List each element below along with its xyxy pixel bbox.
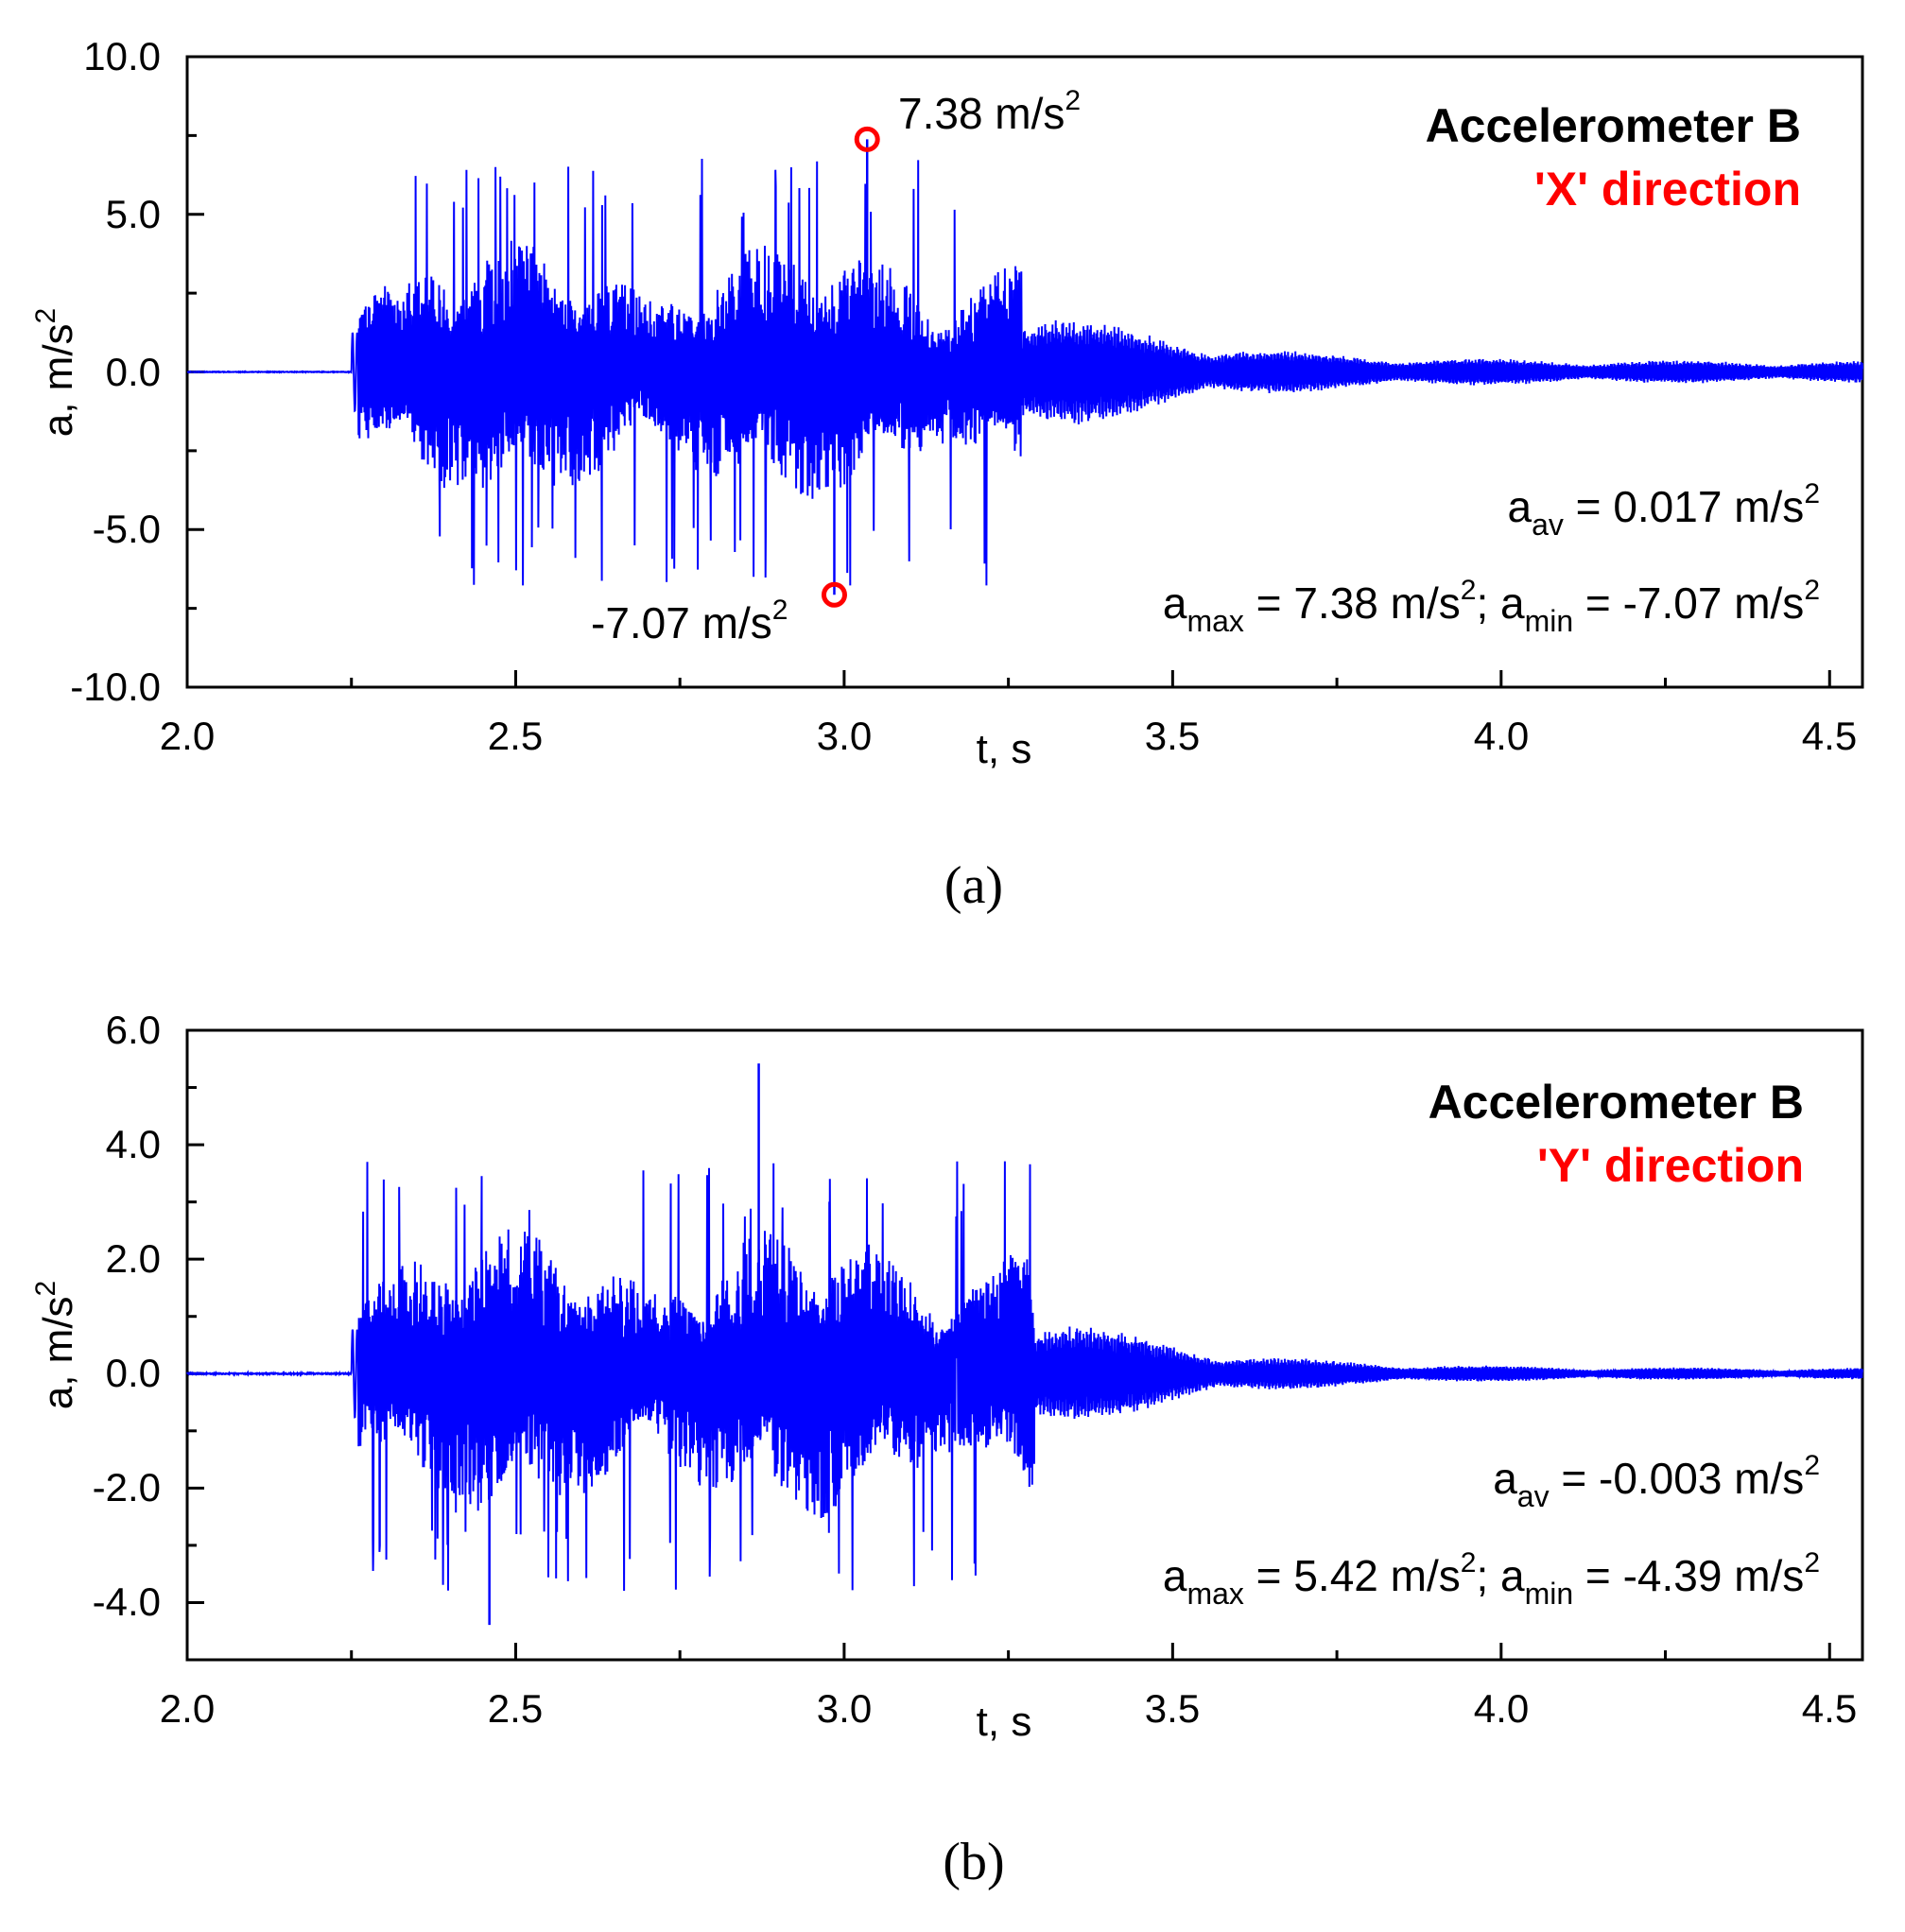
stats-extremes-b-max-sub: max	[1186, 1577, 1243, 1611]
chart-title-a-line2: 'X' direction	[1534, 163, 1801, 216]
xtick-label-a-0: 2.0	[160, 714, 215, 758]
stats-average-a-value: = 0.017 m/s	[1564, 482, 1804, 531]
xtick-label-a-1: 2.5	[488, 714, 543, 758]
min-marker-a	[821, 581, 847, 608]
ytick-label-b-1: 4.0	[106, 1122, 161, 1166]
chart-title-a-line1: Accelerometer B	[1426, 99, 1801, 152]
xtick-label-b-0: 2.0	[160, 1686, 215, 1731]
chart-title-b-line1: Accelerometer B	[1429, 1076, 1804, 1129]
stats-average-b-sub: av	[1517, 1479, 1550, 1513]
y-axis-title-b-sup: 2	[30, 1281, 61, 1297]
stats-average-a: aav = 0.017 m/s2	[1508, 478, 1821, 542]
stats-extremes-a-max-value: = 7.38 m/s	[1244, 578, 1461, 628]
ytick-label-a-3: -5.0	[93, 507, 161, 551]
stats-extremes-a-max-sub: max	[1186, 604, 1243, 638]
stats-average-a-sup: 2	[1804, 478, 1820, 509]
y-axis-title-a-main: a, m/s	[35, 323, 81, 437]
min-annotation-a-sup: 2	[772, 595, 788, 626]
chart-title-b-line2: 'Y' direction	[1537, 1139, 1804, 1192]
xtick-label-a-2: 3.0	[817, 714, 872, 758]
signal-line-b	[186, 1161, 1863, 1592]
xtick-label-b-5: 4.5	[1802, 1686, 1857, 1731]
xtick-label-a-4: 4.0	[1474, 714, 1529, 758]
stats-average-b-sym: a	[1493, 1454, 1517, 1503]
stats-extremes-b-min-sub: min	[1525, 1577, 1574, 1611]
stats-extremes-a-min-sup: 2	[1804, 575, 1820, 606]
stats-extremes-a: amax = 7.38 m/s2; amin = -7.07 m/s2	[1163, 575, 1820, 638]
max-marker-a	[854, 126, 880, 152]
stats-extremes-a-max-sup: 2	[1461, 575, 1477, 606]
stats-average-a-sym: a	[1508, 482, 1533, 531]
stats-extremes-a-min-value: = -7.07 m/s	[1573, 578, 1804, 628]
ytick-label-a-2: 0.0	[106, 350, 161, 394]
xtick-label-b-3: 3.5	[1145, 1686, 1200, 1731]
xtick-label-a-5: 4.5	[1802, 714, 1857, 758]
xtick-label-b-4: 4.0	[1474, 1686, 1529, 1731]
y-axis-title-b: a, m/s2	[30, 1281, 81, 1409]
stats-average-b-value: = -0.003 m/s	[1550, 1454, 1805, 1503]
xtick-label-b-2: 3.0	[817, 1686, 872, 1731]
x-axis-title-b: t, s	[977, 1699, 1032, 1745]
ytick-label-a-0: 10.0	[83, 34, 161, 78]
stats-extremes-b-max-sup: 2	[1461, 1547, 1477, 1578]
stats-extremes-b-min-sup: 2	[1804, 1547, 1820, 1578]
ytick-label-a-1: 5.0	[106, 192, 161, 236]
ytick-label-b-0: 6.0	[106, 1008, 161, 1052]
max-annotation-a-value: 7.38 m/s	[898, 89, 1065, 138]
stats-extremes-a-sep: ; a	[1476, 578, 1525, 628]
stats-extremes-b-sep: ; a	[1476, 1551, 1525, 1600]
xtick-label-b-1: 2.5	[488, 1686, 543, 1731]
panel-label-a: (a)	[944, 856, 1003, 915]
xtick-label-a-3: 3.5	[1145, 714, 1200, 758]
min-annotation-a: -7.07 m/s2	[591, 595, 788, 647]
max-annotation-a: 7.38 m/s2	[898, 85, 1081, 138]
stats-extremes-b-min-value: = -4.39 m/s	[1573, 1551, 1804, 1600]
panel-label-b: (b)	[943, 1833, 1004, 1891]
min-annotation-a-value: -7.07 m/s	[591, 598, 772, 647]
stats-extremes-a-sym: a	[1163, 578, 1187, 628]
max-annotation-a-sup: 2	[1065, 85, 1081, 116]
stats-extremes-b-max-value: = 5.42 m/s	[1244, 1551, 1461, 1600]
plot-frame-b	[185, 1028, 1864, 1662]
stats-average-a-sub: av	[1532, 508, 1564, 542]
chart-panel-b: 6.0 4.0 2.0 0.0 -2.0 -4.0 2.0 2.5 3.0 3.…	[30, 1008, 1864, 1891]
x-axis-title-a: t, s	[977, 726, 1032, 772]
signal-a	[186, 139, 1863, 595]
ytick-label-b-3: 0.0	[106, 1351, 161, 1395]
ytick-label-b-5: -4.0	[93, 1579, 161, 1624]
ytick-label-a-4: -10.0	[70, 664, 161, 709]
stats-extremes-b: amax = 5.42 m/s2; amin = -4.39 m/s2	[1163, 1547, 1820, 1611]
stats-average-b-sup: 2	[1804, 1450, 1820, 1481]
y-axis-title-a: a, m/s2	[30, 308, 81, 437]
stats-extremes-a-min-sub: min	[1525, 604, 1574, 638]
y-axis-title-b-main: a, m/s	[35, 1296, 81, 1409]
stats-extremes-b-sym: a	[1163, 1551, 1187, 1600]
chart-panel-a: 10.0 5.0 0.0 -5.0 -10.0 2.0 2.5 3.0 3.5 …	[30, 34, 1864, 915]
signal-line-a	[186, 158, 1863, 586]
stats-average-b: aav = -0.003 m/s2	[1493, 1450, 1820, 1513]
ytick-label-b-4: -2.0	[93, 1465, 161, 1509]
y-axis-title-a-sup: 2	[30, 308, 61, 324]
signal-b	[186, 1063, 1863, 1626]
ytick-label-b-2: 2.0	[106, 1236, 161, 1281]
